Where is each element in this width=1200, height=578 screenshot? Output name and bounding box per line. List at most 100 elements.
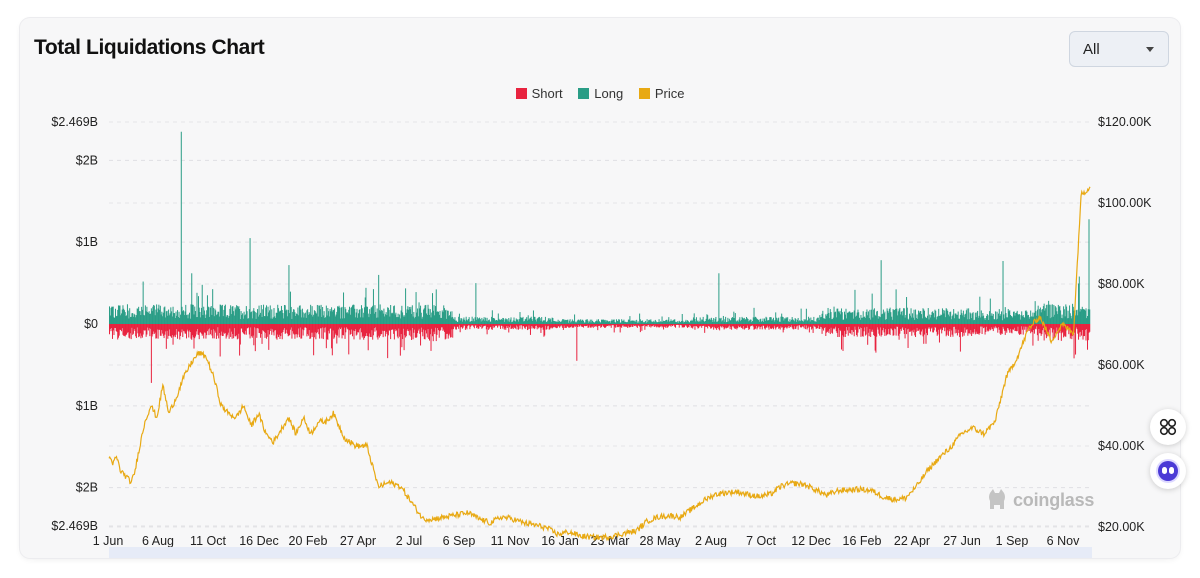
long-bar: [890, 312, 892, 324]
long-bar: [448, 316, 450, 324]
short-swatch: [515, 88, 527, 99]
long-bar: [146, 306, 148, 324]
long-bar: [147, 312, 149, 324]
short-bar: [283, 324, 285, 329]
apps-button[interactable]: [1150, 409, 1186, 445]
long-bar: [453, 319, 455, 324]
short-bar: [781, 324, 783, 328]
long-bar: [274, 317, 276, 324]
long-bar: [153, 304, 155, 324]
short-bar: [313, 324, 315, 338]
long-bar: [428, 308, 430, 324]
short-bar: [308, 324, 310, 331]
chart-zoom-scrollbar[interactable]: [109, 547, 1092, 558]
short-bar: [675, 324, 677, 328]
long-bar: [130, 316, 132, 324]
legend-item-long[interactable]: Long: [578, 86, 623, 101]
long-bar: [986, 314, 988, 324]
time-range-select[interactable]: All: [1069, 31, 1169, 67]
x-tick-label: 22 Apr: [894, 534, 930, 548]
short-bar: [209, 324, 211, 335]
short-bar: [246, 324, 248, 329]
short-bar: [251, 324, 253, 338]
long-bar: [1009, 310, 1011, 324]
short-bar: [895, 324, 897, 336]
short-bar: [872, 324, 874, 332]
long-bar: [524, 319, 526, 324]
short-bar: [140, 324, 142, 339]
short-bar: [167, 324, 169, 339]
long-bar: [682, 320, 684, 324]
long-bar: [685, 319, 687, 324]
short-bar: [962, 324, 964, 333]
long-bar: [631, 320, 633, 324]
long-bar: [476, 319, 478, 324]
short-bar: [490, 324, 492, 327]
short-bar: [667, 324, 669, 328]
long-bar: [675, 321, 677, 324]
long-bar: [894, 310, 896, 324]
short-bar: [398, 324, 400, 329]
long-bar: [1039, 307, 1041, 324]
short-bar: [455, 324, 457, 330]
long-bar: [718, 273, 720, 324]
short-bar: [570, 324, 572, 328]
short-bar: [853, 324, 855, 337]
short-bar: [634, 324, 636, 327]
short-bar: [1081, 324, 1083, 336]
short-bar: [390, 324, 392, 340]
long-bar: [864, 316, 866, 324]
short-bar: [1085, 324, 1087, 341]
long-bar: [356, 308, 358, 324]
short-bar: [218, 324, 220, 339]
long-bar: [546, 322, 548, 324]
short-bar: [773, 324, 775, 326]
short-bar: [424, 324, 426, 340]
long-bar: [836, 308, 838, 324]
long-bar: [473, 318, 475, 324]
legend-item-price[interactable]: Price: [638, 86, 684, 101]
long-bar: [852, 318, 854, 324]
long-bar: [549, 318, 551, 324]
short-bar: [301, 324, 303, 330]
long-bar: [295, 316, 297, 324]
long-bar: [1052, 316, 1054, 324]
short-bar: [254, 324, 256, 352]
long-bar: [322, 315, 324, 324]
assistant-button[interactable]: [1150, 453, 1186, 489]
long-bar: [737, 320, 739, 324]
long-bar: [977, 310, 979, 324]
short-bar: [279, 324, 281, 339]
short-bar: [577, 324, 579, 328]
short-bar: [604, 324, 606, 328]
short-bar: [212, 324, 214, 330]
short-bar: [857, 324, 859, 333]
short-bar: [595, 324, 597, 327]
long-bar: [635, 322, 637, 324]
short-bar: [581, 324, 583, 327]
long-bar: [555, 321, 557, 324]
short-bar: [628, 324, 630, 328]
short-bar: [519, 324, 521, 329]
long-bar: [412, 316, 414, 324]
short-bar: [623, 324, 625, 327]
short-bar: [965, 324, 967, 333]
legend-item-short[interactable]: Short: [515, 86, 563, 101]
short-bar: [726, 324, 728, 328]
long-bar: [248, 318, 250, 324]
short-bar: [725, 324, 727, 328]
long-bar: [343, 292, 345, 324]
long-bar: [935, 310, 937, 324]
short-bar: [846, 324, 848, 327]
long-bar: [982, 313, 984, 324]
short-bar: [865, 324, 867, 335]
long-bar: [771, 320, 773, 324]
long-bar: [1079, 311, 1081, 324]
short-bar: [867, 324, 869, 345]
short-bar: [776, 324, 778, 328]
long-bar: [547, 320, 549, 324]
long-bar: [614, 321, 616, 324]
short-bar: [146, 324, 148, 335]
x-tick-label: 2 Aug: [695, 534, 727, 548]
x-tick-label: 16 Dec: [239, 534, 279, 548]
